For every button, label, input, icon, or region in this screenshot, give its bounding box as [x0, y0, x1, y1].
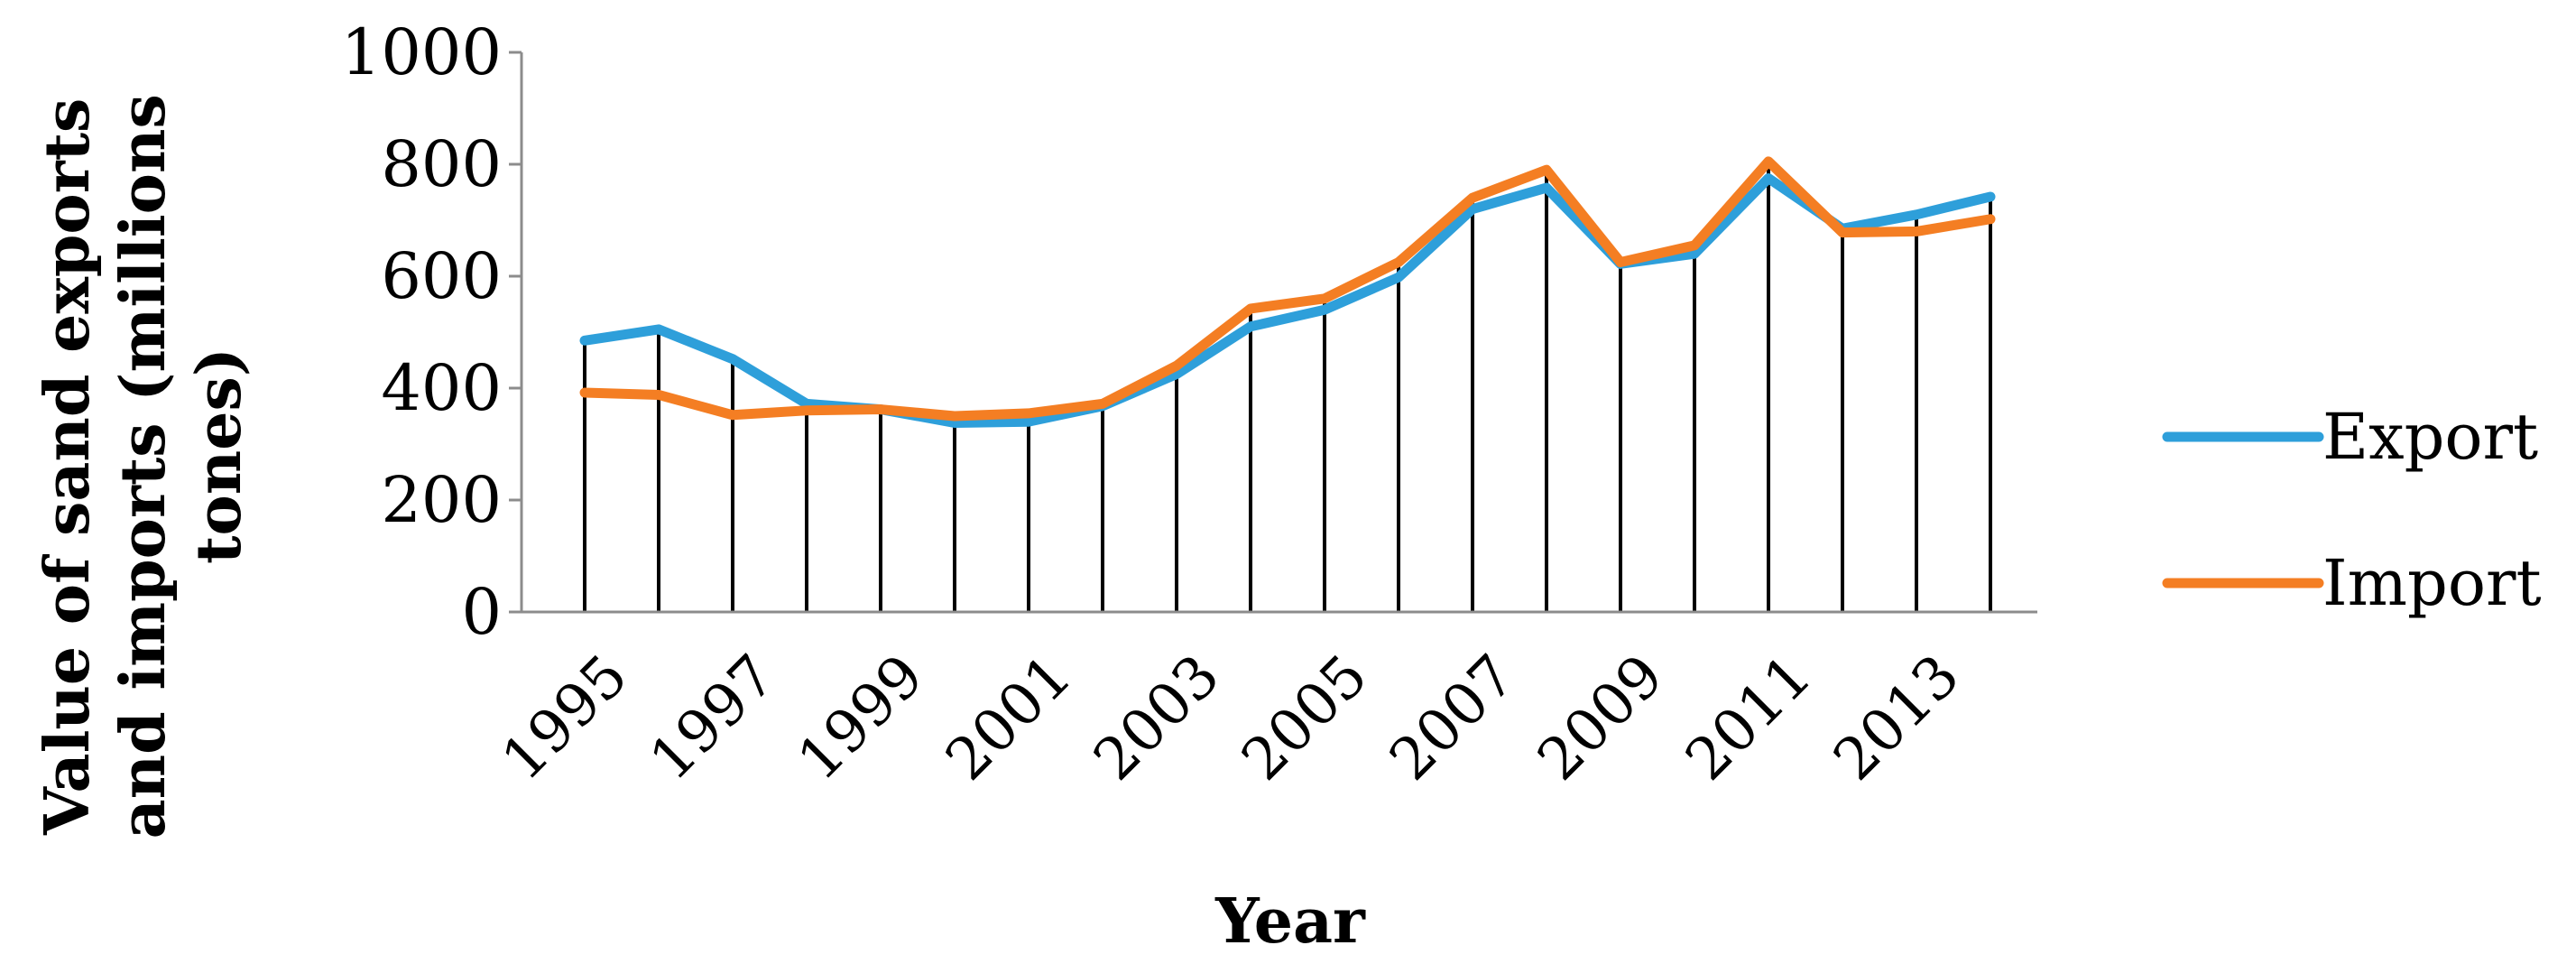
- y-axis-title: Value of sand exports and imports (milli…: [32, 73, 255, 839]
- y-tick-label: 200: [381, 463, 502, 537]
- x-tick-label: 2007: [1378, 643, 1528, 793]
- legend-label-import: Import: [2322, 546, 2542, 620]
- x-tick-label: 1997: [638, 643, 789, 793]
- x-axis-title: Year: [1214, 885, 1366, 958]
- y-axis-title-line-3: tones): [183, 348, 255, 564]
- y-tick-label: 1000: [341, 15, 502, 89]
- series-lines: [579, 156, 1996, 428]
- series-line-import: [579, 156, 1996, 422]
- x-tick-label: 2011: [1674, 643, 1824, 793]
- y-tick-label: 400: [381, 351, 502, 425]
- x-tick-label: 2013: [1822, 643, 1972, 793]
- x-tick-label: 2009: [1526, 643, 1676, 793]
- x-tick-label: 1999: [786, 643, 937, 793]
- x-tick-label: 1995: [490, 643, 641, 793]
- x-tick-label: 2003: [1082, 643, 1233, 793]
- y-tick-label: 600: [381, 239, 502, 313]
- x-tick-label: 2005: [1230, 643, 1380, 793]
- legend-label-export: Export: [2322, 400, 2538, 474]
- x-tick-label: 2001: [934, 643, 1085, 793]
- y-axis-title-line-2: and imports (millions: [107, 94, 180, 839]
- axes: [520, 52, 2037, 614]
- y-tick-label: 0: [461, 575, 502, 649]
- legend: Export Import: [2162, 400, 2542, 620]
- y-tick-label: 800: [381, 127, 502, 201]
- drop-lines: [583, 161, 1992, 612]
- y-axis-ticks: 0 200 400 600 800 1000: [341, 15, 522, 649]
- y-axis-title-line-1: Value of sand exports: [32, 98, 104, 836]
- series-line-export: [579, 173, 1996, 428]
